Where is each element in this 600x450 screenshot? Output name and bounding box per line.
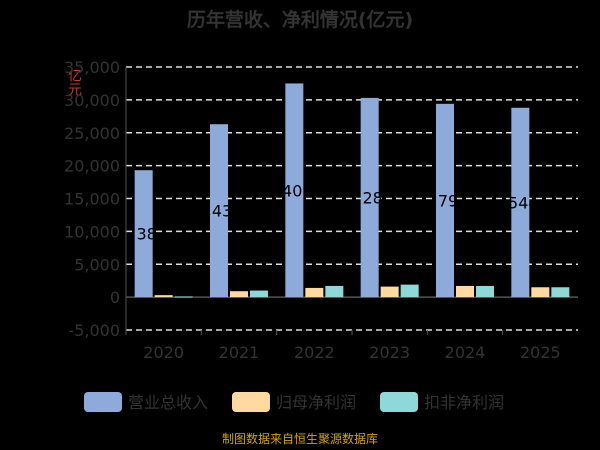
bar-net-profit [380,286,399,298]
x-tick-label: 2021 [219,343,260,362]
legend-label: 归母净利润 [276,393,356,412]
bar-net-profit [230,291,248,298]
bar-deducted-profit [400,284,419,298]
y-tick-label: 5,000 [74,255,120,274]
legend-swatch [380,392,418,412]
bar-deducted-profit [325,285,344,298]
y-tick-label: 15,000 [64,190,120,209]
bar-net-profit [531,287,550,298]
bar-deducted-profit [174,296,193,298]
legend-swatch [232,392,270,412]
data-labels: 38 43 409 28 79 544 [136,181,538,243]
bar-deducted-profit [551,287,570,298]
y-tick-label: 25,000 [64,124,120,143]
bar-revenue [360,97,379,298]
data-label: 43 [212,202,232,221]
legend: 营业总收入 归母净利润 扣非净利润 [84,392,504,412]
y-tick-label: -5,000 [68,321,120,340]
legend-swatch [84,392,122,412]
x-tick-label: 2020 [143,343,184,362]
bar-revenue [511,107,530,298]
chart-title: 历年营收、净利情况(亿元) [187,8,413,31]
source-footer: 制图数据来自恒生聚源数据库 [222,431,378,446]
bar-revenue [285,83,304,298]
y-axis-ticks: -5,000 0 5,000 10,000 15,000 20,000 25,000 30,0… [64,58,120,340]
bar-net-profit [456,285,474,298]
y-tick-label: 0 [110,288,120,307]
legend-label: 扣非净利润 [424,393,504,412]
x-tick-label: 2022 [294,343,335,362]
y-tick-label: 10,000 [64,222,120,241]
x-tick-label: 2023 [369,343,410,362]
y-tick-label: 30,000 [64,91,120,110]
x-axis-ticks: 2020 2021 2022 2023 2024 2025 [125,330,561,362]
bars-group [134,83,570,298]
legend-label: 营业总收入 [128,393,208,412]
data-label: 79 [438,191,458,210]
y-axis-label: 亿元 [66,68,82,97]
bar-deducted-profit [250,290,268,298]
y-tick-label: 35,000 [64,58,120,77]
bar-deducted-profit [476,285,494,298]
bar-net-profit [154,295,173,298]
x-tick-label: 2024 [445,343,486,362]
y-tick-label: 20,000 [64,157,120,176]
data-label: 28 [362,189,382,208]
data-label: 38 [136,225,156,244]
bar-revenue [436,103,454,298]
data-label: 544 [508,193,539,212]
bar-net-profit [305,287,324,298]
bar-revenue [210,124,228,298]
x-tick-label: 2025 [520,343,561,362]
bar-revenue [134,170,153,298]
data-label: 409 [282,181,313,200]
